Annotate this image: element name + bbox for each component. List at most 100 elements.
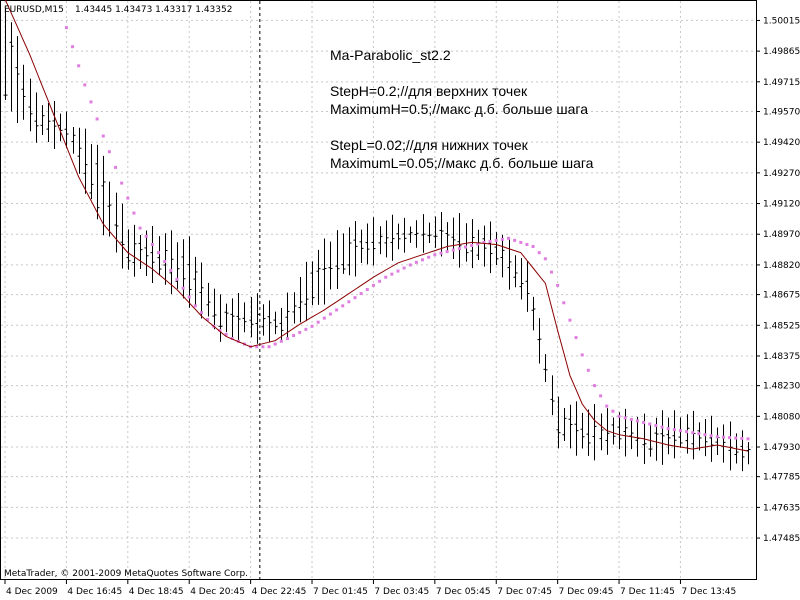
parabolic-dot bbox=[279, 339, 283, 343]
parabolic-dot bbox=[537, 251, 541, 255]
parabolic-dot bbox=[218, 328, 222, 332]
parabolic-dot bbox=[635, 419, 639, 423]
parabolic-dot bbox=[261, 345, 265, 349]
annotation-block: Ma-Parabolic_st2.2 StepH=0.2;//для верхн… bbox=[330, 47, 594, 171]
parabolic-dot bbox=[255, 345, 259, 349]
parabolic-dot bbox=[507, 236, 511, 240]
parabolic-dot bbox=[685, 430, 689, 434]
y-tick-label: 1.48230 bbox=[763, 382, 800, 392]
annotation-line: MaximumL=0.05;//макс д.б. больше шага bbox=[330, 155, 594, 171]
parabolic-dot bbox=[396, 269, 400, 273]
x-tick-label: 4 Dec 20:45 bbox=[190, 587, 245, 597]
parabolic-dot bbox=[642, 420, 646, 424]
y-tick-label: 1.49270 bbox=[763, 169, 800, 179]
parabolic-dot bbox=[611, 409, 615, 413]
parabolic-dot bbox=[525, 242, 529, 246]
parabolic-dot bbox=[304, 327, 308, 331]
parabolic-dot bbox=[169, 268, 173, 272]
y-tick-label: 1.48970 bbox=[763, 230, 800, 240]
parabolic-dot bbox=[114, 165, 118, 169]
parabolic-dot bbox=[427, 255, 431, 259]
symbol-label: EURUSD,M15 bbox=[4, 5, 64, 15]
parabolic-dot bbox=[371, 283, 375, 287]
parabolic-dot bbox=[132, 211, 136, 215]
parabolic-dot bbox=[120, 181, 124, 185]
parabolic-dot bbox=[586, 368, 590, 372]
parabolic-dot bbox=[672, 428, 676, 432]
parabolic-dot bbox=[746, 437, 750, 441]
parabolic-dot bbox=[599, 394, 603, 398]
y-tick-label: 1.47930 bbox=[763, 443, 800, 453]
parabolic-dot bbox=[709, 434, 713, 438]
parabolic-dot bbox=[316, 320, 320, 324]
y-tick-label: 1.49570 bbox=[763, 107, 800, 117]
parabolic-dot bbox=[64, 26, 68, 30]
parabolic-dot bbox=[666, 427, 670, 431]
parabolic-dots bbox=[64, 26, 750, 441]
y-tick-label: 1.49715 bbox=[763, 78, 800, 88]
parabolic-dot bbox=[347, 300, 351, 304]
parabolic-dot bbox=[580, 353, 584, 357]
parabolic-dot bbox=[617, 414, 621, 418]
parabolic-dot bbox=[715, 435, 719, 439]
parabolic-dot bbox=[187, 295, 191, 299]
x-tick-label: 4 Dec 22:45 bbox=[252, 587, 307, 597]
parabolic-dot bbox=[648, 422, 652, 426]
annotation-line: StepH=0.2;//для верхних точек bbox=[330, 83, 528, 99]
parabolic-dot bbox=[721, 435, 725, 439]
y-tick-label: 1.48080 bbox=[763, 412, 800, 422]
parabolic-dot bbox=[734, 436, 738, 440]
y-tick-label: 1.49865 bbox=[763, 47, 800, 57]
parabolic-dot bbox=[285, 337, 289, 341]
parabolic-dot bbox=[476, 242, 480, 246]
parabolic-dot bbox=[678, 429, 682, 433]
parabolic-dot bbox=[365, 287, 369, 291]
y-tick-label: 1.48820 bbox=[763, 261, 800, 271]
parabolic-dot bbox=[660, 425, 664, 429]
plot-frame bbox=[0, 0, 757, 580]
parabolic-dot bbox=[421, 258, 425, 262]
moving-average-line bbox=[4, 0, 749, 452]
parabolic-dot bbox=[556, 283, 560, 287]
y-tick-label: 1.49120 bbox=[763, 200, 800, 210]
x-tick-label: 7 Dec 13:45 bbox=[681, 587, 736, 597]
x-tick-label: 7 Dec 07:45 bbox=[497, 587, 552, 597]
parabolic-dot bbox=[138, 226, 142, 230]
parabolic-dot bbox=[353, 296, 357, 300]
parabolic-dot bbox=[629, 417, 633, 421]
y-tick-label: 1.47785 bbox=[763, 473, 800, 483]
parabolic-dot bbox=[328, 312, 332, 316]
x-tick-label: 7 Dec 09:45 bbox=[559, 587, 614, 597]
parabolic-dot bbox=[163, 260, 167, 264]
parabolic-dot bbox=[181, 286, 185, 290]
parabolic-dot bbox=[740, 436, 744, 440]
parabolic-dot bbox=[531, 245, 535, 249]
parabolic-dot bbox=[193, 304, 197, 308]
y-tick-label: 1.50015 bbox=[763, 16, 800, 26]
parabolic-dot bbox=[543, 257, 547, 261]
parabolic-dot bbox=[488, 239, 492, 243]
parabolic-dot bbox=[623, 416, 627, 420]
annotation-line: MaximumH=0.5;//макс д.б. больше шага bbox=[330, 101, 588, 117]
parabolic-dot bbox=[157, 251, 161, 255]
parabolic-dot bbox=[150, 242, 154, 246]
parabolic-dot bbox=[402, 266, 406, 270]
parabolic-dot bbox=[654, 424, 658, 428]
parabolic-dot bbox=[451, 248, 455, 252]
parabolic-dot bbox=[384, 275, 388, 279]
parabolic-dot bbox=[691, 431, 695, 435]
parabolic-dot bbox=[95, 117, 99, 121]
x-tick-label: 4 Dec 2009 bbox=[6, 587, 58, 597]
y-tick-label: 1.47635 bbox=[763, 503, 800, 513]
time-axis: 4 Dec 2009 4 Dec 16:45 4 Dec 18:45 4 Dec 20… bbox=[4, 580, 736, 597]
parabolic-dot bbox=[175, 277, 179, 281]
parabolic-dot bbox=[562, 301, 566, 305]
parabolic-dot bbox=[697, 432, 701, 436]
y-tick-label: 1.48525 bbox=[763, 321, 800, 331]
y-tick-label: 1.49420 bbox=[763, 138, 800, 148]
parabolic-dot bbox=[101, 134, 105, 138]
parabolic-dot bbox=[574, 336, 578, 340]
parabolic-dot bbox=[568, 318, 572, 322]
